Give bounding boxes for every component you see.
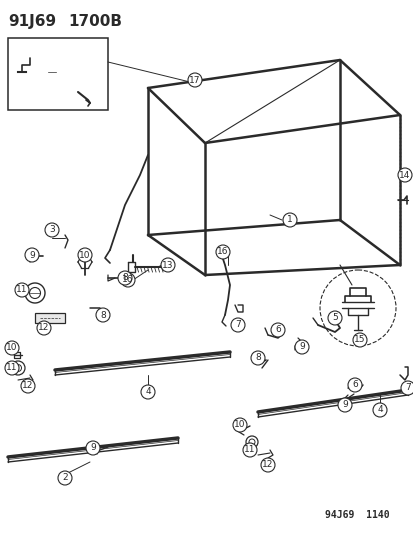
Bar (35, 313, 65, 323)
Circle shape (45, 223, 59, 237)
Circle shape (230, 318, 244, 332)
Text: 9: 9 (341, 400, 347, 409)
Circle shape (5, 341, 19, 355)
Circle shape (141, 385, 154, 399)
Text: 17: 17 (189, 76, 200, 85)
Text: 9: 9 (29, 251, 35, 260)
Circle shape (15, 283, 29, 297)
Circle shape (58, 471, 72, 485)
Circle shape (282, 213, 296, 227)
Text: 6: 6 (275, 326, 280, 335)
Text: 12: 12 (262, 461, 273, 470)
Circle shape (37, 321, 51, 335)
Circle shape (400, 381, 413, 395)
Circle shape (25, 248, 39, 262)
Text: 5: 5 (331, 313, 337, 322)
Text: 6: 6 (351, 381, 357, 390)
Circle shape (86, 441, 100, 455)
Text: 3: 3 (49, 225, 55, 235)
Text: 2: 2 (62, 473, 68, 482)
Circle shape (327, 311, 341, 325)
Text: 14: 14 (399, 171, 410, 180)
Circle shape (352, 333, 366, 347)
Text: 12: 12 (22, 382, 33, 391)
Text: 11: 11 (6, 364, 18, 373)
Circle shape (347, 378, 361, 392)
Text: 7: 7 (404, 384, 410, 392)
Circle shape (260, 458, 274, 472)
Text: 12: 12 (38, 324, 50, 333)
Circle shape (242, 443, 256, 457)
Circle shape (21, 379, 35, 393)
Text: 1: 1 (287, 215, 292, 224)
Text: 16: 16 (122, 276, 133, 285)
Circle shape (161, 258, 175, 272)
Text: 10: 10 (6, 343, 18, 352)
Text: 8: 8 (122, 273, 128, 282)
Circle shape (372, 403, 386, 417)
Circle shape (337, 398, 351, 412)
Bar (8, 38, 108, 110)
Text: 94J69  1140: 94J69 1140 (324, 510, 389, 520)
Text: 8: 8 (100, 311, 106, 319)
Text: 1700B: 1700B (68, 14, 122, 29)
Circle shape (118, 271, 132, 285)
Circle shape (233, 418, 247, 432)
Circle shape (250, 351, 264, 365)
Text: 11: 11 (244, 446, 255, 455)
Circle shape (96, 308, 110, 322)
Text: 15: 15 (354, 335, 365, 344)
Text: 11: 11 (16, 286, 28, 295)
Text: 8: 8 (254, 353, 260, 362)
Circle shape (78, 248, 92, 262)
Circle shape (5, 361, 19, 375)
Circle shape (294, 340, 308, 354)
Circle shape (188, 73, 202, 87)
Circle shape (271, 323, 284, 337)
Text: 16: 16 (217, 247, 228, 256)
Text: 7: 7 (235, 320, 240, 329)
Text: 4: 4 (145, 387, 150, 397)
Circle shape (121, 273, 135, 287)
Text: 10: 10 (79, 251, 90, 260)
Text: 9: 9 (90, 443, 96, 453)
Text: 13: 13 (162, 261, 173, 270)
Text: 10: 10 (234, 421, 245, 430)
Text: 9: 9 (299, 343, 304, 351)
Text: 4: 4 (376, 406, 382, 415)
Circle shape (397, 168, 411, 182)
Circle shape (216, 245, 230, 259)
Text: 91J69: 91J69 (8, 14, 56, 29)
